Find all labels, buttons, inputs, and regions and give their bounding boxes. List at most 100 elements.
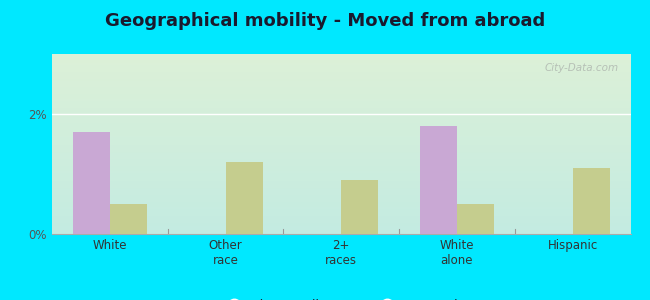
Bar: [341, 180, 378, 234]
Bar: [52, 105, 630, 106]
Bar: [52, 116, 630, 117]
Bar: [52, 91, 630, 92]
Bar: [52, 171, 630, 172]
Bar: [52, 139, 630, 140]
Bar: [52, 60, 630, 61]
Bar: [52, 204, 630, 205]
Bar: [52, 189, 630, 190]
Bar: [52, 174, 630, 175]
Bar: [52, 101, 630, 102]
Bar: [52, 226, 630, 227]
Bar: [52, 87, 630, 88]
Bar: [52, 169, 630, 170]
Bar: [52, 181, 630, 182]
Bar: [52, 187, 630, 188]
Bar: [52, 56, 630, 57]
Bar: [52, 127, 630, 128]
Bar: [52, 207, 630, 208]
Bar: [52, 163, 630, 164]
Bar: [52, 210, 630, 211]
Bar: [52, 162, 630, 163]
Bar: [52, 213, 630, 214]
Bar: [52, 86, 630, 87]
Bar: [52, 84, 630, 85]
Bar: [52, 77, 630, 78]
Text: City-Data.com: City-Data.com: [545, 63, 619, 73]
Bar: [52, 173, 630, 174]
Bar: [52, 201, 630, 202]
Bar: [52, 197, 630, 198]
Bar: [52, 75, 630, 76]
Bar: [52, 98, 630, 99]
Bar: [52, 146, 630, 147]
Bar: [52, 106, 630, 107]
Bar: [52, 212, 630, 213]
Bar: [52, 231, 630, 232]
Bar: [52, 188, 630, 189]
Bar: [52, 130, 630, 131]
Bar: [420, 126, 457, 234]
Bar: [52, 161, 630, 162]
Bar: [52, 222, 630, 223]
Bar: [52, 137, 630, 138]
Bar: [52, 164, 630, 165]
Bar: [52, 135, 630, 136]
Bar: [52, 209, 630, 210]
Bar: [52, 217, 630, 218]
Bar: [52, 202, 630, 203]
Bar: [52, 167, 630, 168]
Bar: [52, 70, 630, 71]
Bar: [52, 153, 630, 154]
Bar: [52, 215, 630, 216]
Bar: [52, 117, 630, 118]
Bar: [52, 113, 630, 114]
Bar: [52, 125, 630, 126]
Bar: [52, 178, 630, 179]
Bar: [52, 72, 630, 73]
Bar: [52, 114, 630, 115]
Bar: [52, 97, 630, 98]
Bar: [52, 92, 630, 93]
Bar: [52, 176, 630, 177]
Bar: [52, 159, 630, 160]
Bar: [52, 155, 630, 156]
Bar: [52, 157, 630, 158]
Bar: [52, 65, 630, 66]
Bar: [52, 203, 630, 204]
Bar: [52, 154, 630, 155]
Bar: [52, 223, 630, 224]
Bar: [52, 224, 630, 225]
Bar: [52, 67, 630, 68]
Bar: [52, 199, 630, 200]
Bar: [52, 233, 630, 234]
Bar: [52, 196, 630, 197]
Bar: [52, 68, 630, 69]
Bar: [52, 93, 630, 94]
Bar: [52, 205, 630, 206]
Bar: [52, 219, 630, 220]
Bar: [52, 126, 630, 127]
Bar: [52, 232, 630, 233]
Bar: [52, 108, 630, 109]
Bar: [52, 160, 630, 161]
Bar: [52, 138, 630, 139]
Bar: [52, 184, 630, 185]
Bar: [52, 131, 630, 132]
Bar: [52, 142, 630, 143]
Bar: [52, 152, 630, 153]
Bar: [52, 95, 630, 96]
Bar: [73, 132, 110, 234]
Bar: [52, 85, 630, 86]
Bar: [52, 134, 630, 135]
Bar: [52, 69, 630, 70]
Bar: [52, 225, 630, 226]
Bar: [457, 204, 494, 234]
Bar: [52, 194, 630, 195]
Bar: [52, 182, 630, 183]
Bar: [52, 170, 630, 171]
Bar: [573, 168, 610, 234]
Bar: [52, 198, 630, 199]
Bar: [52, 143, 630, 144]
Bar: [52, 216, 630, 217]
Bar: [52, 124, 630, 125]
